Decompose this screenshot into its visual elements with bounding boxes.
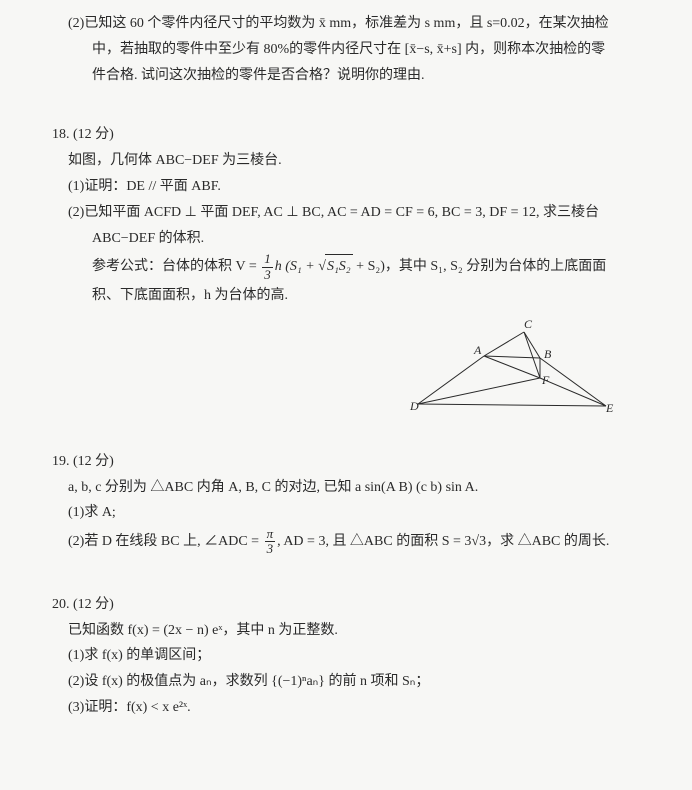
p18-q1: (1)证明：DE // 平面 ABF.: [52, 175, 656, 199]
p20-q2: (2)设 f(x) 的极值点为 aₙ，求数列 {(−1)ⁿaₙ} 的前 n 项和…: [52, 670, 656, 694]
p18-figure-wrap: A B C D E F: [52, 314, 656, 414]
p17-text1: 已知这 60 个零件内径尺寸的平均数为 x̄ mm，标准差为 s mm，且 s=…: [84, 16, 608, 31]
p19-stem-text: a, b, c 分别为 △ABC 内角 A, B, C 的对边, 已知 a si…: [68, 480, 478, 495]
p19-points: (12 分): [73, 454, 114, 469]
problem-20: 20. (12 分) 已知函数 f(x) = (2x − n) eˣ，其中 n …: [52, 593, 656, 720]
p18-q2-l2: ABC−DEF 的体积.: [52, 227, 656, 251]
p20-q3: (3)证明：f(x) < x e²ˣ.: [52, 696, 656, 720]
p17-line2: 中，若抽取的零件中至少有 80%的零件内径尺寸在 [x̄−s, x̄+s] 内，…: [52, 38, 656, 62]
p18-formula-post: + S₂)，其中 S₁, S₂ 分别为台体的上底面面: [353, 259, 607, 274]
p20-header: 20. (12 分): [52, 593, 656, 617]
p19-q2: (2)若 D 在线段 BC 上, ∠ADC = π3, AD = 3, 且 △A…: [52, 527, 656, 557]
p19-header: 19. (12 分): [52, 450, 656, 474]
p18-stem: 如图，几何体 ABC−DEF 为三棱台.: [52, 149, 656, 173]
svg-text:E: E: [605, 401, 614, 414]
p18-formula-pre: 参考公式：台体的体积 V =: [92, 259, 260, 274]
p20-stem: 已知函数 f(x) = (2x − n) eˣ，其中 n 为正整数.: [52, 619, 656, 643]
problem-19: 19. (12 分) a, b, c 分别为 △ABC 内角 A, B, C 的…: [52, 450, 656, 557]
p18-figure: A B C D E F: [406, 314, 616, 414]
p19-number: 19.: [52, 454, 70, 469]
p18-frac: 13: [262, 252, 273, 282]
p18-header: 18. (12 分): [52, 123, 656, 147]
p18-formula-mid: h (S₁ +: [275, 259, 318, 274]
p20-q1: (1)求 f(x) 的单调区间；: [52, 644, 656, 668]
svg-text:D: D: [409, 399, 419, 413]
p18-sqrt: S₁S₂: [325, 254, 353, 279]
p18-formula-l2: 积、下底面面积，h 为台体的高.: [52, 284, 656, 308]
p18-q2-l1: (2)已知平面 ACFD ⊥ 平面 DEF, AC ⊥ BC, AC = AD …: [52, 201, 656, 225]
p19-stem: a, b, c 分别为 △ABC 内角 A, B, C 的对边, 已知 a si…: [52, 476, 656, 500]
p17-part2-label: (2): [68, 16, 84, 31]
p19-q2-post: , AD = 3, 且 △ABC 的面积 S = 3√3，求 △ABC 的周长.: [277, 534, 609, 549]
svg-text:A: A: [473, 343, 482, 357]
p18-points: (12 分): [73, 127, 114, 142]
problem-17-part2: (2)已知这 60 个零件内径尺寸的平均数为 x̄ mm，标准差为 s mm，且…: [52, 12, 656, 87]
p19-frac: π3: [265, 527, 276, 557]
p19-q1: (1)求 A;: [52, 501, 656, 525]
p18-number: 18.: [52, 127, 70, 142]
p20-number: 20.: [52, 597, 70, 612]
p18-formula-l1: 参考公式：台体的体积 V = 13h (S₁ + √S₁S₂ + S₂)，其中 …: [52, 252, 656, 282]
svg-text:B: B: [544, 347, 552, 361]
p19-q2-pre: (2)若 D 在线段 BC 上, ∠ADC =: [68, 534, 263, 549]
svg-text:F: F: [541, 373, 550, 387]
p17-line1: (2)已知这 60 个零件内径尺寸的平均数为 x̄ mm，标准差为 s mm，且…: [52, 12, 656, 36]
p20-points: (12 分): [73, 597, 114, 612]
svg-text:C: C: [524, 317, 533, 331]
problem-18: 18. (12 分) 如图，几何体 ABC−DEF 为三棱台. (1)证明：DE…: [52, 123, 656, 413]
p17-line3: 件合格. 试问这次抽检的零件是否合格？说明你的理由.: [52, 64, 656, 88]
